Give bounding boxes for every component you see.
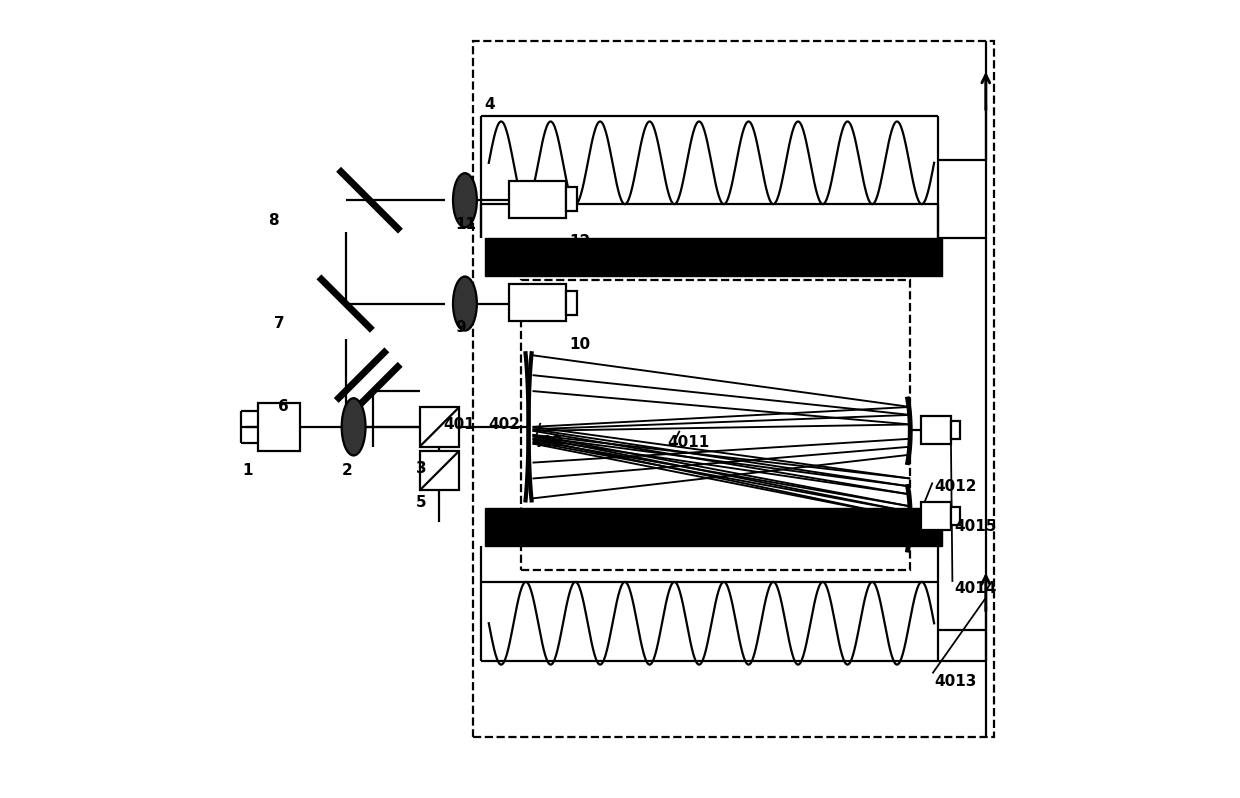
Bar bbox=[565, 188, 577, 211]
Text: 2: 2 bbox=[342, 463, 352, 478]
Bar bbox=[951, 508, 960, 524]
Text: 12: 12 bbox=[569, 234, 590, 249]
Text: 6: 6 bbox=[278, 400, 289, 414]
Text: 4013: 4013 bbox=[934, 674, 976, 689]
Bar bbox=[920, 416, 951, 444]
Ellipse shape bbox=[453, 277, 477, 330]
Bar bbox=[508, 285, 565, 321]
Text: 11: 11 bbox=[455, 216, 476, 231]
Bar bbox=[258, 403, 300, 451]
Bar bbox=[472, 41, 993, 737]
Text: 4: 4 bbox=[485, 97, 496, 113]
Ellipse shape bbox=[453, 173, 477, 227]
Bar bbox=[419, 451, 459, 491]
Text: 10: 10 bbox=[569, 338, 590, 353]
Bar bbox=[485, 508, 942, 546]
Bar bbox=[521, 280, 910, 570]
Bar bbox=[951, 421, 960, 439]
Text: 1: 1 bbox=[242, 463, 253, 478]
Text: 3: 3 bbox=[415, 461, 427, 476]
Text: 8: 8 bbox=[269, 212, 279, 227]
Text: 4011: 4011 bbox=[667, 435, 711, 450]
Bar bbox=[419, 407, 459, 447]
Text: 4012: 4012 bbox=[934, 479, 977, 494]
Text: 403: 403 bbox=[531, 435, 563, 450]
Text: 9: 9 bbox=[455, 320, 466, 335]
Bar bbox=[920, 502, 951, 530]
Bar bbox=[485, 238, 942, 276]
Bar bbox=[508, 181, 565, 218]
Bar bbox=[565, 290, 577, 314]
Text: 4015: 4015 bbox=[954, 519, 997, 534]
Ellipse shape bbox=[342, 398, 366, 456]
Text: 7: 7 bbox=[274, 316, 285, 331]
Text: 401: 401 bbox=[444, 417, 475, 432]
Text: 4014: 4014 bbox=[954, 581, 997, 596]
Text: 5: 5 bbox=[415, 495, 427, 510]
Text: 402: 402 bbox=[489, 417, 521, 432]
